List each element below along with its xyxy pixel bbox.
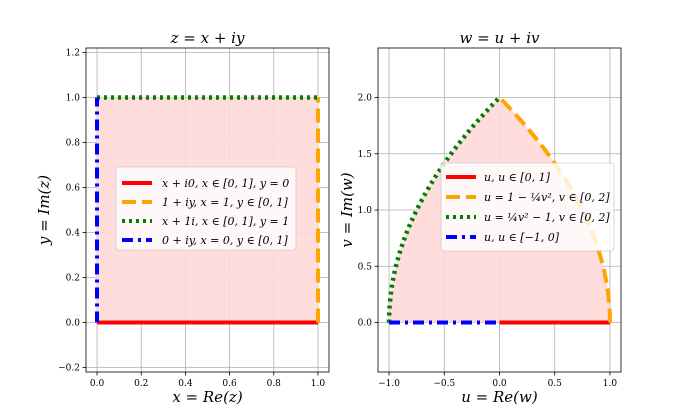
- left-y-ticks: −0.2 0.0 0.2 0.4 0.6 0.8 1.0 1.2: [58, 49, 86, 374]
- y-tick-label: 1.5: [358, 150, 373, 160]
- x-tick-label: 1.0: [311, 379, 326, 389]
- x-tick-label: 0.8: [267, 379, 282, 389]
- left-series-lines: [95, 95, 320, 325]
- left-legend: x + i0, x ∈ [0, 1], y = 0 1 + iy, x = 1, …: [115, 166, 297, 251]
- legend-label: 1 + iy, x = 1, y ∈ [0, 1]: [162, 196, 289, 209]
- y-tick-label: −0.2: [58, 364, 80, 374]
- left-title: z = x + iy: [170, 29, 245, 47]
- right-title: w = u + iv: [460, 29, 541, 47]
- x-tick-label: 0.4: [178, 379, 193, 389]
- y-tick-label: 0.0: [358, 319, 373, 329]
- x-tick-label: −0.5: [433, 379, 455, 389]
- right-legend: u, u ∈ [0, 1] u = 1 − ¼v², v ∈ [0, 2] u = …: [440, 162, 615, 252]
- right-legend-box: [440, 162, 615, 252]
- y-tick-label: 0.6: [66, 184, 81, 194]
- y-tick-label: 0.0: [66, 319, 81, 329]
- left-axes-frame: [85, 47, 330, 373]
- right-x-ticks: −1.0 −0.5 0.0 0.5 1.0: [378, 372, 617, 389]
- legend-label: u, u ∈ [0, 1]: [484, 171, 551, 184]
- y-tick-label: 1.2: [66, 49, 80, 59]
- right-x-label: u = Re(w): [461, 388, 538, 406]
- right-panel: −1.0 −0.5 0.0 0.5 1.0 0.0 0.5 1.0 1.5 2.0 w = u …: [338, 29, 622, 406]
- left-legend-box: [115, 166, 297, 251]
- left-x-label: x = Re(z): [172, 388, 242, 406]
- x-tick-label: 0.0: [90, 379, 105, 389]
- series-line-3: [386, 95, 502, 323]
- y-tick-label: 1.0: [358, 206, 373, 216]
- y-tick-label: 0.5: [358, 262, 373, 272]
- x-tick-label: −1.0: [378, 379, 400, 389]
- x-tick-label: 0.0: [492, 379, 507, 389]
- legend-label: u = ¼v² − 1, v ∈ [0, 2]: [484, 211, 610, 224]
- left-panel: 0.0 0.2 0.4 0.6 0.8 1.0 −0.2 0.0 0.2 0.4 0.6 0.8 1.…: [35, 29, 330, 406]
- legend-label: x + 1i, x ∈ [0, 1], y = 1: [162, 215, 289, 228]
- legend-label: 0 + iy, x = 0, y ∈ [0, 1]: [162, 234, 289, 247]
- right-y-label: v = Im(w): [338, 172, 356, 247]
- right-series-lines: [386, 95, 612, 325]
- series-line-2: [498, 96, 612, 323]
- y-tick-label: 0.2: [66, 274, 80, 284]
- y-tick-label: 0.4: [66, 229, 81, 239]
- legend-label: x + i0, x ∈ [0, 1], y = 0: [162, 177, 289, 190]
- right-y-ticks: 0.0 0.5 1.0 1.5 2.0: [358, 94, 378, 329]
- left-y-label: y = Im(z): [35, 175, 53, 246]
- y-tick-label: 1.0: [66, 94, 81, 104]
- x-tick-label: 1.0: [603, 379, 618, 389]
- y-tick-label: 2.0: [358, 94, 373, 104]
- left-x-ticks: 0.0 0.2 0.4 0.6 0.8 1.0: [90, 372, 325, 389]
- x-tick-label: 0.5: [548, 379, 563, 389]
- x-tick-label: 0.6: [222, 379, 237, 389]
- legend-label: u, u ∈ [−1, 0]: [484, 231, 560, 244]
- x-tick-label: 0.2: [134, 379, 148, 389]
- legend-label: u = 1 − ¼v², v ∈ [0, 2]: [484, 191, 610, 204]
- y-tick-label: 0.8: [66, 139, 81, 149]
